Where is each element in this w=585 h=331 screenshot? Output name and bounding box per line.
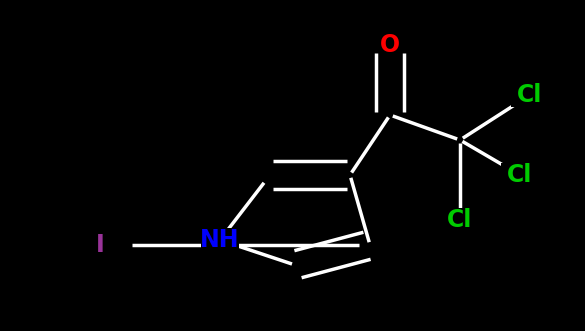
FancyBboxPatch shape [501,163,539,187]
FancyBboxPatch shape [511,83,549,107]
Text: Cl: Cl [507,163,533,187]
FancyBboxPatch shape [441,208,479,232]
FancyBboxPatch shape [89,233,111,257]
Text: NH: NH [200,228,240,252]
Text: I: I [95,233,104,257]
Text: O: O [380,33,400,57]
Text: Cl: Cl [448,208,473,232]
FancyBboxPatch shape [379,33,401,57]
FancyBboxPatch shape [201,228,239,252]
Text: Cl: Cl [517,83,543,107]
